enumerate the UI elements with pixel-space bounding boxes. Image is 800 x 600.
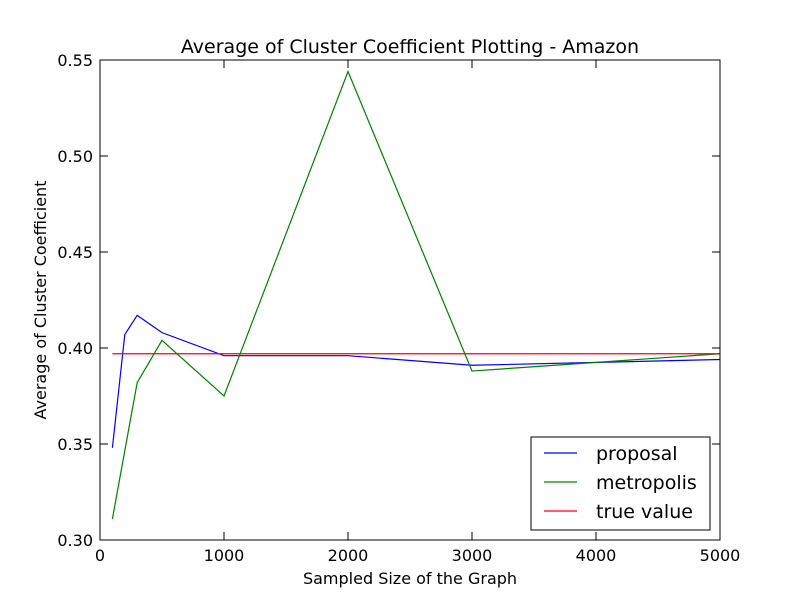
chart-title: Average of Cluster Coefficient Plotting … bbox=[181, 36, 639, 58]
y-axis-title: Average of Cluster Coefficient bbox=[31, 181, 50, 420]
legend-label-true-value: true value bbox=[596, 501, 693, 523]
y-tick-label: 0.40 bbox=[57, 339, 93, 358]
series-line-metropolis bbox=[111, 69, 721, 519]
plot-frame bbox=[99, 59, 721, 541]
x-tick-label: 4000 bbox=[576, 546, 617, 565]
y-tick-label: 0.55 bbox=[57, 51, 93, 70]
x-tick-label: 0 bbox=[95, 546, 105, 565]
y-tick-label: 0.35 bbox=[57, 435, 93, 454]
x-tick-label: 2000 bbox=[328, 546, 369, 565]
legend: proposal metropolis true value bbox=[530, 436, 711, 531]
x-axis-title: Sampled Size of the Graph bbox=[303, 569, 517, 588]
y-tick-label: 0.30 bbox=[57, 531, 93, 550]
x-tick-label: 5000 bbox=[700, 546, 741, 565]
legend-label-proposal: proposal bbox=[596, 443, 678, 465]
y-tick-label: 0.50 bbox=[57, 147, 93, 166]
plot-area: 0 1000 2000 3000 4000 5000 0.30 0.35 0.40 0.45 0.5… bbox=[57, 51, 740, 565]
y-tick-label: 0.45 bbox=[57, 243, 93, 262]
x-tick-label: 3000 bbox=[452, 546, 493, 565]
legend-label-metropolis: metropolis bbox=[596, 472, 697, 494]
x-tick-label: 1000 bbox=[204, 546, 245, 565]
series-line-proposal bbox=[111, 314, 721, 448]
